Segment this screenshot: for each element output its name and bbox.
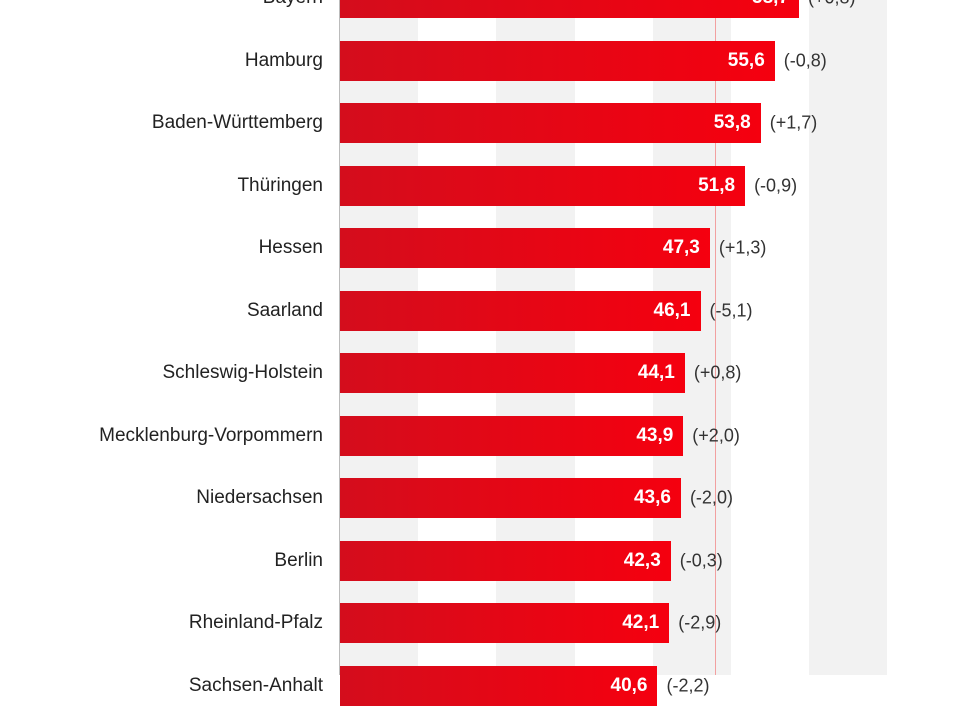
bar: 40,6 — [340, 665, 658, 706]
value-label: 42,1 — [622, 612, 660, 633]
value-label: 51,8 — [698, 174, 736, 196]
bar: 55,6 — [340, 40, 775, 81]
change-label: (-2,0) — [689, 487, 733, 508]
bar: 44,1 — [340, 353, 685, 393]
category-label: Thüringen — [237, 174, 323, 196]
change-label: (+0,8) — [693, 362, 742, 383]
value-label: 53,8 — [713, 112, 751, 133]
bar: 53,8 — [340, 103, 761, 143]
value-label: 43,9 — [636, 424, 674, 446]
bar-chart: Bayern 58,7 (+0,8) Hamburg 55,6 (-0,8) Baden-W… — [99, 0, 888, 706]
y-axis-line — [339, 0, 340, 675]
change-label: (+1,3) — [718, 237, 767, 258]
value-label: 55,6 — [727, 49, 765, 71]
category-label: Niedersachsen — [196, 487, 323, 508]
grid-band — [809, 0, 888, 675]
value-label: 42,3 — [623, 549, 661, 571]
change-label: (-5,1) — [709, 300, 753, 320]
value-label: 43,6 — [633, 487, 671, 508]
category-label: Berlin — [274, 549, 323, 571]
bar: 51,8 — [340, 165, 746, 206]
category-label: Hessen — [258, 237, 323, 258]
category-label: Baden-Württemberg — [151, 112, 323, 133]
bar: 43,6 — [340, 478, 681, 518]
change-label: (-0,9) — [754, 175, 798, 195]
change-label: (-2,9) — [678, 612, 722, 633]
reference-line — [715, 0, 717, 675]
bar: 42,1 — [340, 603, 670, 643]
bar: 47,3 — [340, 228, 710, 268]
category-label: Rheinland-Pfalz — [188, 612, 323, 633]
change-label: (+0,8) — [808, 0, 856, 9]
bar: 58,7 — [340, 0, 800, 18]
change-label: (+1,7) — [769, 112, 818, 133]
bar: 43,9 — [340, 415, 684, 456]
value-label: 40,6 — [610, 674, 648, 696]
bar: 42,3 — [340, 540, 671, 581]
category-label: Saarland — [246, 299, 323, 321]
value-label: 46,1 — [653, 299, 691, 321]
category-label: Sachsen-Anhalt — [188, 674, 323, 696]
category-label: Schleswig-Holstein — [162, 362, 323, 383]
change-label: (-0,3) — [679, 550, 723, 570]
change-label: (-0,8) — [783, 50, 827, 70]
value-label: 47,3 — [662, 237, 700, 258]
category-label: Mecklenburg-Vorpommern — [99, 424, 323, 446]
category-label: Bayern — [263, 0, 323, 9]
value-label: 58,7 — [752, 0, 789, 9]
category-label: Hamburg — [244, 49, 323, 71]
value-label: 44,1 — [637, 362, 675, 383]
bar: 46,1 — [340, 290, 701, 331]
change-label: (-2,2) — [666, 675, 710, 695]
change-label: (+2,0) — [692, 425, 740, 445]
